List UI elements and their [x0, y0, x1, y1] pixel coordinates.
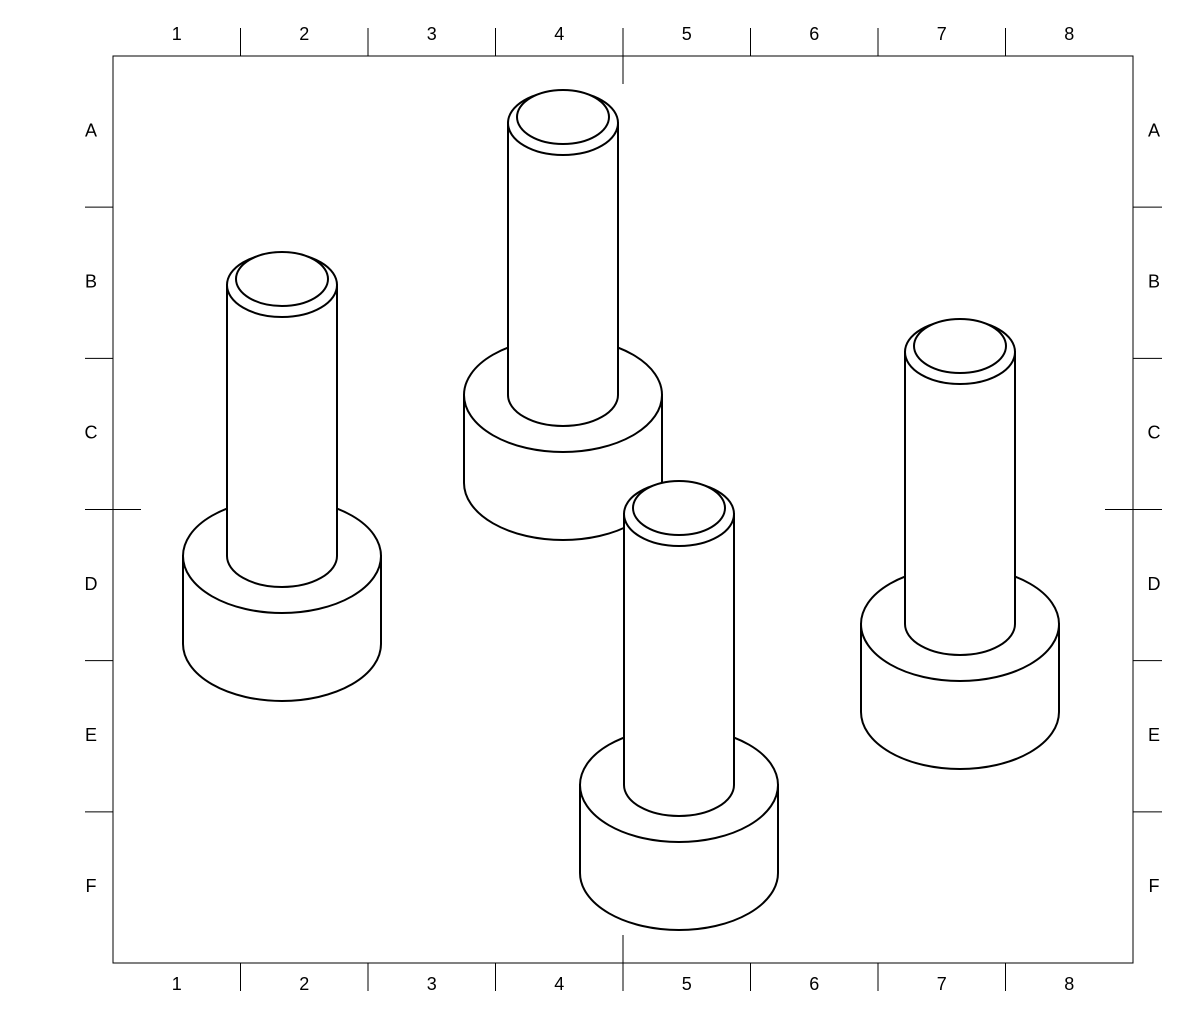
- row-label: B: [1148, 272, 1160, 292]
- row-label: A: [1148, 120, 1160, 140]
- column-label: 2: [299, 974, 309, 994]
- row-label: E: [1148, 725, 1160, 745]
- row-label: A: [85, 120, 97, 140]
- column-label: 2: [299, 24, 309, 44]
- zone-markers: [85, 28, 1162, 991]
- row-label: C: [1148, 423, 1161, 443]
- shaft-top-chamfer: [632, 480, 726, 536]
- column-label: 5: [682, 974, 692, 994]
- row-label: C: [85, 423, 98, 443]
- column-label: 6: [809, 974, 819, 994]
- shaft-body: [507, 122, 619, 427]
- row-label: F: [1149, 876, 1160, 896]
- zone-labels: 1 1 2 2 3 3 4 4 5 5 6 6 7 7 8 8 A A B B C C D D E E F F: [85, 24, 1161, 994]
- column-label: 3: [427, 974, 437, 994]
- shaft-top-chamfer: [913, 318, 1007, 374]
- column-label: 1: [172, 24, 182, 44]
- row-label: E: [85, 725, 97, 745]
- row-label: B: [85, 272, 97, 292]
- column-label: 1: [172, 974, 182, 994]
- shaft-top-chamfer: [516, 89, 610, 145]
- row-label: F: [86, 876, 97, 896]
- column-label: 7: [937, 974, 947, 994]
- shaft-top-chamfer: [235, 251, 329, 307]
- parts: [182, 89, 1060, 931]
- column-label: 6: [809, 24, 819, 44]
- stepped-cylinder-part: [860, 318, 1060, 770]
- column-label: 8: [1064, 974, 1074, 994]
- stepped-cylinder-part: [463, 89, 663, 541]
- row-label: D: [85, 574, 98, 594]
- column-label: 7: [937, 24, 947, 44]
- stepped-cylinder-part: [579, 480, 779, 931]
- column-label: 3: [427, 24, 437, 44]
- column-label: 5: [682, 24, 692, 44]
- column-label: 8: [1064, 24, 1074, 44]
- stepped-cylinder-part: [182, 251, 382, 702]
- shaft-body: [226, 284, 338, 588]
- shaft-body: [623, 513, 735, 817]
- column-label: 4: [554, 24, 564, 44]
- shaft-body: [904, 351, 1016, 656]
- row-label: D: [1148, 574, 1161, 594]
- column-label: 4: [554, 974, 564, 994]
